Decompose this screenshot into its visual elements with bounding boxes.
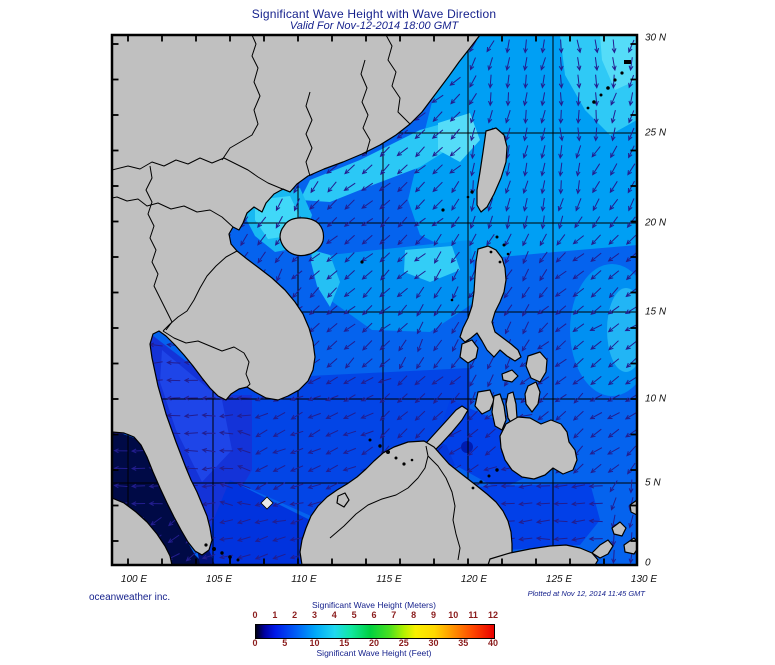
plotted-timestamp: Plotted at Nov 12, 2014 11:45 GMT — [527, 589, 645, 598]
feet-tick-35: 35 — [458, 638, 469, 648]
land-sumatra — [112, 497, 173, 565]
feet-tick-40: 40 — [487, 638, 499, 648]
land-borneo — [299, 440, 513, 565]
page-subtitle: Valid For Nov-12-2014 18:00 GMT — [289, 20, 459, 32]
lat-label-15n: 15 N — [645, 306, 667, 318]
feet-tick-15: 15 — [339, 638, 350, 648]
meters-tick-1: 1 — [272, 610, 278, 620]
lon-label-120e: 120 E — [460, 574, 488, 585]
feet-tick-10: 10 — [309, 638, 320, 648]
lon-label-125e: 125 E — [545, 574, 573, 585]
feet-tick-20: 20 — [368, 638, 380, 648]
credit-text: oceanweather inc. — [89, 592, 171, 603]
lon-label-115e: 115 E — [376, 574, 402, 585]
land-asia-mainland — [112, 35, 481, 556]
feet-tick-0: 0 — [252, 638, 258, 648]
meters-tick-2: 2 — [292, 610, 298, 620]
meters-tick-10: 10 — [448, 610, 459, 620]
page-title: Significant Wave Height with Wave Direct… — [251, 7, 497, 21]
legend-meters-label: Significant Wave Height (Meters) — [312, 600, 436, 610]
lat-label-30n: 30 N — [645, 32, 667, 44]
meters-tick-5: 5 — [351, 610, 357, 620]
meters-tick-3: 3 — [311, 610, 317, 620]
feet-tick-5: 5 — [282, 638, 288, 648]
land-taiwan — [476, 127, 508, 213]
land-luzon — [459, 245, 522, 362]
land-hainan — [279, 217, 325, 257]
meters-tick-7: 7 — [391, 610, 397, 620]
meters-tick-9: 9 — [430, 610, 436, 620]
lat-label-25n: 25 N — [645, 127, 667, 139]
land-masses — [112, 35, 637, 565]
land-mindanao — [499, 416, 578, 480]
feet-tick-30: 30 — [428, 638, 439, 648]
legend-feet-label: Significant Wave Height (Feet) — [316, 648, 432, 658]
lon-label-100e: 100 E — [120, 574, 148, 585]
meters-tick-4: 4 — [331, 610, 337, 620]
wave-height-colorbar — [255, 624, 495, 639]
meters-tick-8: 8 — [411, 610, 417, 620]
small-islands — [204, 60, 631, 562]
lat-label-0: 0 — [645, 557, 651, 569]
map-frame — [110, 33, 639, 567]
feet-tick-25: 25 — [398, 638, 409, 648]
degree-tick-marks — [113, 36, 636, 564]
lat-label-5n: 5 N — [645, 477, 661, 489]
meters-tick-11: 11 — [468, 610, 478, 620]
meters-tick-0: 0 — [252, 610, 258, 620]
lon-label-110e: 110 E — [291, 574, 317, 585]
lat-label-10n: 10 N — [645, 393, 667, 405]
meters-tick-12: 12 — [487, 610, 498, 620]
meters-tick-6: 6 — [371, 610, 377, 620]
lat-label-20n: 20 N — [645, 217, 667, 229]
lon-label-130e: 130 E — [630, 574, 658, 585]
lon-label-105e: 105 E — [205, 574, 233, 585]
